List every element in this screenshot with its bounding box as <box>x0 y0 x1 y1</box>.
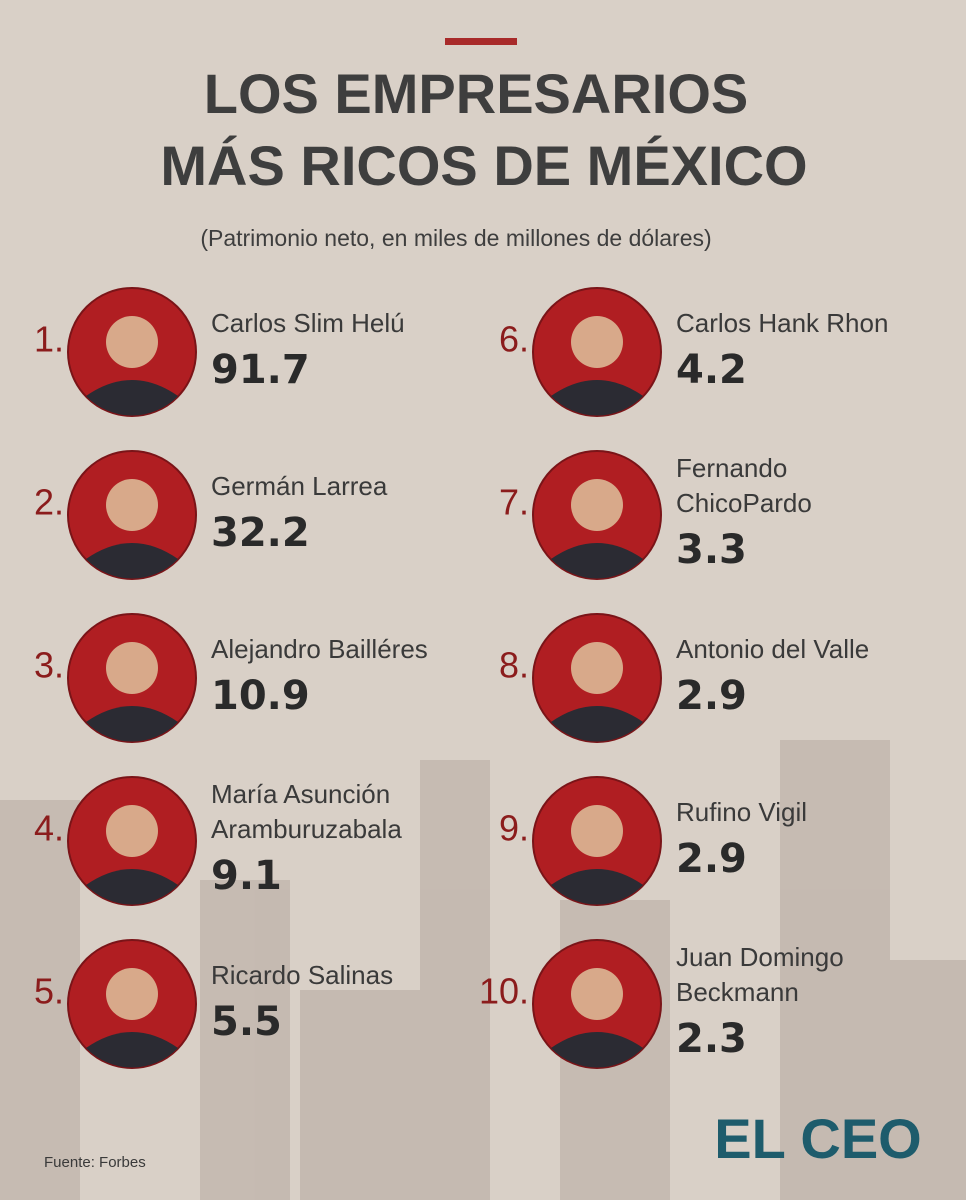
ranking-entry: 7. Fernando ChicoPardo 3.3 <box>499 450 812 580</box>
photo-body <box>551 869 643 905</box>
net-worth: 4.2 <box>676 347 747 393</box>
rank: 9. <box>499 808 529 849</box>
net-worth: 9.1 <box>211 853 282 899</box>
rank: 7. <box>499 482 529 523</box>
net-worth: 91.7 <box>211 347 310 393</box>
ranking-list: 1. Carlos Slim Helú 91.7 2. Germán Larrea 32.… <box>34 287 888 1069</box>
photo-body <box>86 1032 178 1068</box>
ranking-entry: 2. Germán Larrea 32.2 <box>34 450 388 580</box>
logo: EL CEO <box>714 1107 921 1170</box>
name: Rufino Vigil <box>676 797 807 827</box>
rank: 3. <box>34 645 64 686</box>
name: Juan Domingo <box>676 942 844 972</box>
photo-body <box>86 869 178 905</box>
net-worth: 2.3 <box>676 1016 747 1062</box>
photo-body <box>551 380 643 416</box>
ranking-entry: 8. Antonio del Valle 2.9 <box>499 613 869 743</box>
title-line: MÁS RICOS DE MÉXICO <box>160 134 807 197</box>
name: Germán Larrea <box>211 471 388 501</box>
name: Ricardo Salinas <box>211 960 393 990</box>
photo-body <box>86 706 178 742</box>
source: Fuente: Forbes <box>44 1154 146 1171</box>
name: Fernando <box>676 453 787 483</box>
photo-head <box>106 805 158 857</box>
rank: 4. <box>34 808 64 849</box>
photo-head <box>571 805 623 857</box>
name: Carlos Slim Helú <box>211 308 405 338</box>
rank: 1. <box>34 319 64 360</box>
ranking-entry: 9. Rufino Vigil 2.9 <box>499 776 807 906</box>
rank: 10. <box>479 971 529 1012</box>
name: Antonio del Valle <box>676 634 869 664</box>
name: María Asunción <box>211 779 390 809</box>
rank: 6. <box>499 319 529 360</box>
photo-body <box>551 1032 643 1068</box>
title-line: LOS EMPRESARIOS <box>204 62 749 125</box>
photo-head <box>571 968 623 1020</box>
net-worth: 3.3 <box>676 527 747 573</box>
subtitle: (Patrimonio neto, en miles de millones d… <box>200 225 711 251</box>
photo-body <box>86 380 178 416</box>
photo-body <box>551 706 643 742</box>
net-worth: 32.2 <box>211 510 310 556</box>
name: Beckmann <box>676 977 799 1007</box>
ranking-entry: 6. Carlos Hank Rhon 4.2 <box>499 287 888 417</box>
ranking-entry: 10. Juan Domingo Beckmann 2.3 <box>479 939 844 1069</box>
rank: 2. <box>34 482 64 523</box>
ranking-entry: 5. Ricardo Salinas 5.5 <box>34 939 393 1069</box>
name: ChicoPardo <box>676 488 812 518</box>
rank: 8. <box>499 645 529 686</box>
net-worth: 2.9 <box>676 673 747 719</box>
photo-head <box>106 968 158 1020</box>
ranking-entry: 4. María Asunción Aramburuzabala 9.1 <box>34 776 402 906</box>
photo-head <box>571 316 623 368</box>
name: Aramburuzabala <box>211 814 402 844</box>
photo-head <box>106 479 158 531</box>
photo-body <box>551 543 643 579</box>
photo-head <box>106 642 158 694</box>
net-worth: 2.9 <box>676 836 747 882</box>
net-worth: 5.5 <box>211 999 282 1045</box>
ranking-entry: 1. Carlos Slim Helú 91.7 <box>34 287 405 417</box>
accent-bar <box>445 38 517 45</box>
photo-body <box>86 543 178 579</box>
name: Carlos Hank Rhon <box>676 308 888 338</box>
net-worth: 10.9 <box>211 673 310 719</box>
name: Alejandro Bailléres <box>211 634 428 664</box>
photo-head <box>571 479 623 531</box>
photo-head <box>571 642 623 694</box>
photo-head <box>106 316 158 368</box>
ranking-entry: 3. Alejandro Bailléres 10.9 <box>34 613 428 743</box>
rank: 5. <box>34 971 64 1012</box>
